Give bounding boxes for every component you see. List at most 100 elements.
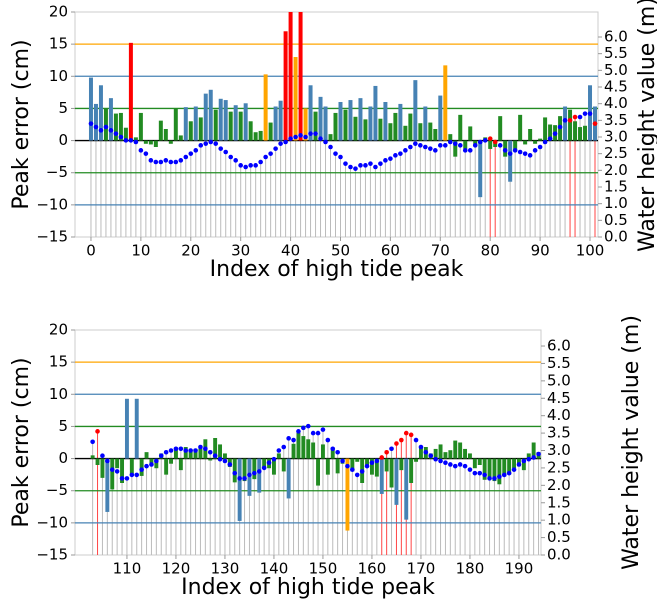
bar <box>144 452 149 459</box>
height-dot <box>408 144 413 150</box>
bar <box>433 448 438 459</box>
bar <box>323 106 328 141</box>
height-dot <box>105 458 110 464</box>
height-dot <box>502 148 508 153</box>
height-dot <box>212 453 218 459</box>
bar <box>291 443 296 459</box>
bar <box>398 103 403 141</box>
height-dot <box>325 437 331 443</box>
height-dot <box>487 136 493 141</box>
bar <box>463 140 468 149</box>
bar <box>403 125 408 141</box>
bar <box>243 103 248 141</box>
height-dot <box>238 163 243 168</box>
height-dot <box>457 143 463 148</box>
y2-tick-label: 6.0 <box>547 337 571 355</box>
bar <box>143 140 148 144</box>
height-dot <box>363 163 368 168</box>
bar <box>164 458 169 475</box>
y-tick-label: 0 <box>58 131 68 149</box>
height-dot <box>497 143 503 148</box>
height-dot <box>462 148 468 153</box>
height-dot <box>273 146 278 151</box>
height-dot <box>247 472 252 478</box>
y-tick-label: −10 <box>36 513 68 531</box>
bar <box>353 116 358 141</box>
y2-tick-label: 1.5 <box>547 493 571 511</box>
height-dot <box>582 111 588 116</box>
height-dot <box>472 470 478 476</box>
x-tick-label: 150 <box>309 560 338 578</box>
bar <box>138 112 143 141</box>
y-tick-label: 20 <box>49 3 68 21</box>
bar <box>418 447 423 459</box>
height-dot <box>507 151 513 156</box>
height-dot <box>531 455 536 460</box>
y2-tick-label: 3.5 <box>604 111 628 129</box>
height-dot <box>333 151 338 156</box>
bar <box>188 121 193 141</box>
height-dot <box>268 151 273 156</box>
y-tick-label: −15 <box>36 228 68 246</box>
bar <box>313 111 318 141</box>
y2-tick-label: 3.0 <box>547 441 571 459</box>
bar <box>238 111 243 141</box>
height-dot <box>93 124 99 130</box>
x-tick-label: 0 <box>86 242 96 260</box>
height-dot <box>330 446 336 452</box>
height-dot <box>433 456 438 462</box>
height-dot <box>153 159 159 165</box>
height-dot <box>438 458 443 464</box>
bar <box>124 398 129 459</box>
bar <box>169 458 174 464</box>
height-dot <box>328 144 333 150</box>
y2-tick-label: 0.5 <box>547 528 571 546</box>
height-dot <box>433 148 438 153</box>
y-tick-label: −15 <box>36 546 68 564</box>
bar <box>325 458 330 475</box>
height-dot <box>158 453 164 459</box>
y-tick-label: 0 <box>58 449 68 467</box>
bar <box>173 108 178 141</box>
height-dot <box>467 148 473 153</box>
height-dot <box>227 462 233 467</box>
height-dot <box>188 151 194 156</box>
bar <box>203 93 208 141</box>
bar <box>365 458 370 467</box>
height-dot <box>168 159 174 165</box>
height-dot <box>457 462 463 467</box>
height-dot <box>303 134 308 140</box>
bar <box>100 458 105 478</box>
bar <box>413 80 418 141</box>
bar <box>538 138 543 141</box>
height-dot <box>492 476 497 481</box>
height-dot <box>393 153 398 158</box>
bar <box>443 65 448 141</box>
bar <box>123 127 128 141</box>
height-dot <box>198 143 204 148</box>
height-dot <box>542 139 548 145</box>
bar <box>548 124 553 141</box>
bar <box>188 450 193 459</box>
height-dot <box>418 444 424 450</box>
height-dot <box>448 462 453 467</box>
y2-tick-label: 4.5 <box>547 389 571 407</box>
bar <box>218 98 223 141</box>
bar <box>458 442 463 459</box>
height-dot <box>562 118 568 123</box>
y2-tick-label: 1.0 <box>547 511 571 529</box>
y-tick-label: 5 <box>58 417 68 435</box>
y2-tick-label: 0.0 <box>547 546 571 564</box>
bar <box>95 458 100 465</box>
bar <box>423 106 428 141</box>
bar <box>523 140 528 145</box>
height-dot <box>378 161 383 166</box>
bar <box>115 458 120 469</box>
height-dot <box>310 430 316 436</box>
height-dot <box>298 133 303 138</box>
y-axis-label: Peak error (cm) <box>9 357 34 527</box>
bar <box>262 458 267 469</box>
height-dot <box>188 448 193 453</box>
y-tick-label: 10 <box>49 67 68 85</box>
height-dot <box>253 163 258 168</box>
